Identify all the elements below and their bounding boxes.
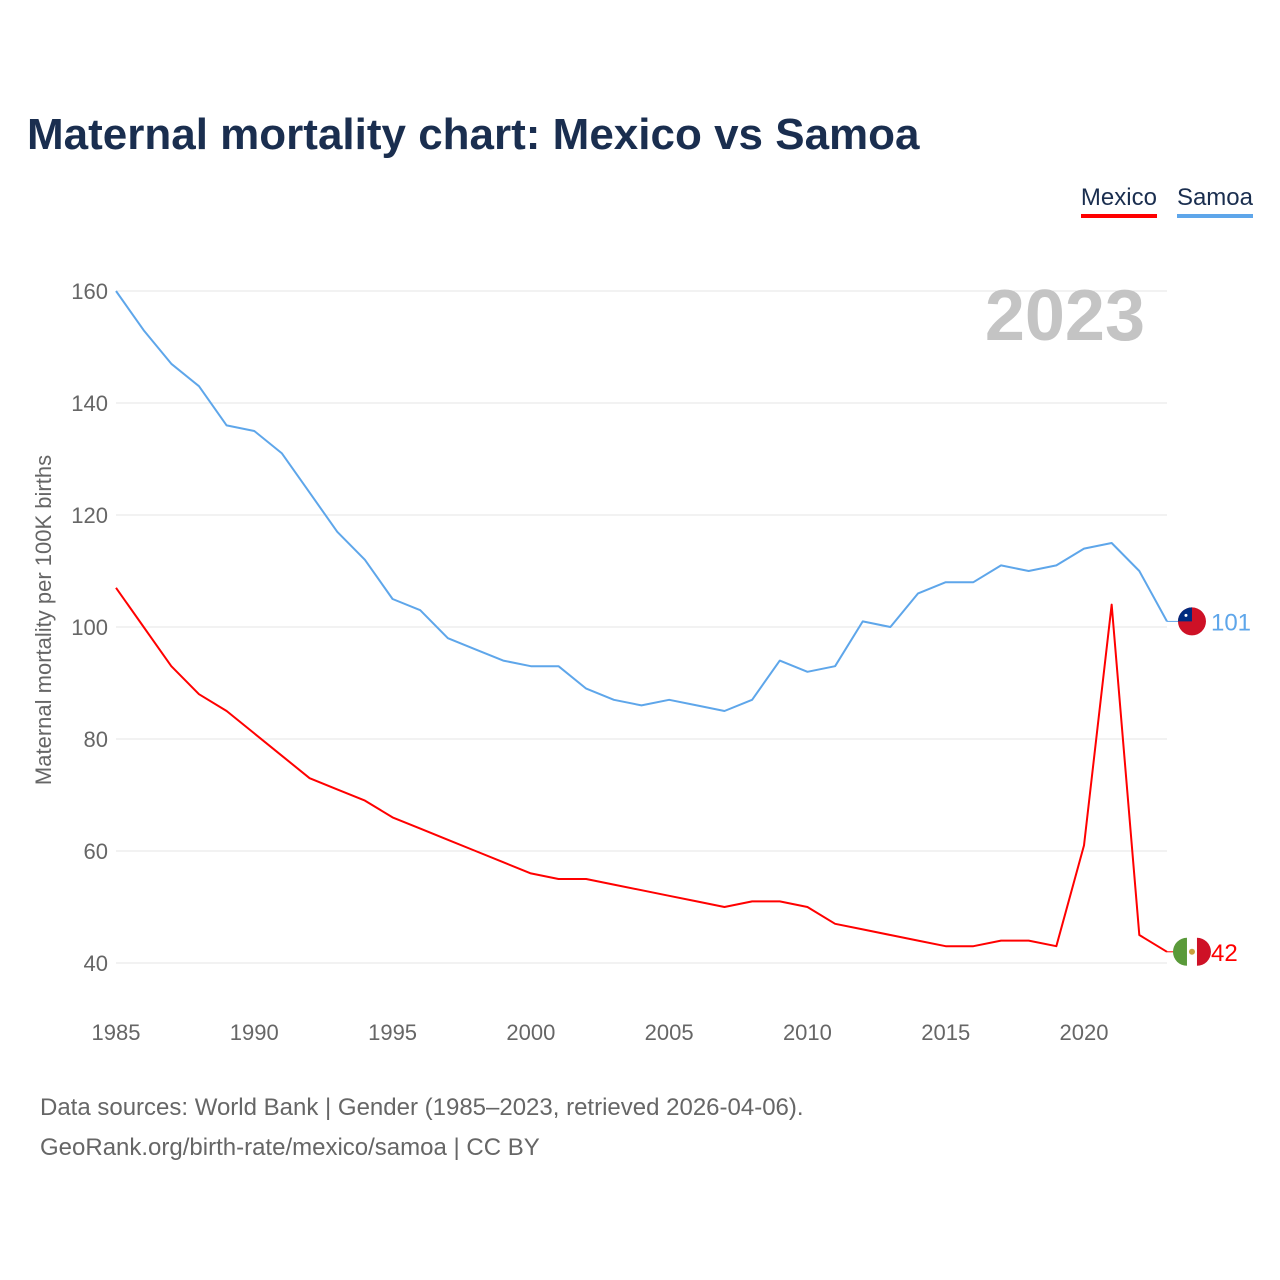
end-value-label: 42 — [1211, 940, 1238, 967]
y-tick-label: 140 — [71, 391, 108, 416]
legend: Mexico Samoa — [1080, 184, 1253, 218]
mexico-flag-green — [1172, 937, 1187, 966]
x-tick-label: 1990 — [230, 1020, 279, 1045]
x-tick-label: 2005 — [645, 1020, 694, 1045]
x-tick-label: 2010 — [783, 1020, 832, 1045]
chart-title: Maternal mortality chart: Mexico vs Samo… — [27, 110, 920, 159]
y-tick-label: 60 — [84, 839, 108, 864]
mexico-flag-emblem — [1188, 948, 1195, 955]
year-watermark: 2023 — [985, 276, 1145, 356]
y-tick-label: 40 — [84, 951, 108, 976]
source-note: Data sources: World Bank | Gender (1985–… — [40, 1088, 804, 1168]
samoa-flag-star — [1184, 613, 1188, 617]
y-tick-label: 80 — [84, 727, 108, 752]
legend-mexico[interactable]: Mexico — [1080, 184, 1157, 218]
x-tick-label: 2020 — [1060, 1020, 1109, 1045]
y-tick-label: 100 — [71, 615, 108, 640]
y-tick-label: 160 — [71, 279, 108, 304]
y-axis-label: Maternal mortality per 100K births — [31, 455, 56, 785]
source-line-2[interactable]: GeoRank.org/birth-rate/mexico/samoa | CC… — [40, 1134, 540, 1161]
end-value-label: 101 — [1211, 609, 1251, 636]
x-tick-label: 2000 — [506, 1020, 555, 1045]
y-tick-label: 120 — [71, 503, 108, 528]
x-tick-label: 1985 — [92, 1020, 141, 1045]
mexico-flag-red — [1196, 937, 1211, 966]
legend-samoa[interactable]: Samoa — [1176, 184, 1253, 218]
source-line-1: Data sources: World Bank | Gender (1985–… — [40, 1094, 804, 1121]
series-line-mexico — [115, 587, 1168, 953]
series-line-samoa — [115, 290, 1168, 712]
x-tick-label: 1995 — [368, 1020, 417, 1045]
x-tick-label: 2015 — [921, 1020, 970, 1045]
